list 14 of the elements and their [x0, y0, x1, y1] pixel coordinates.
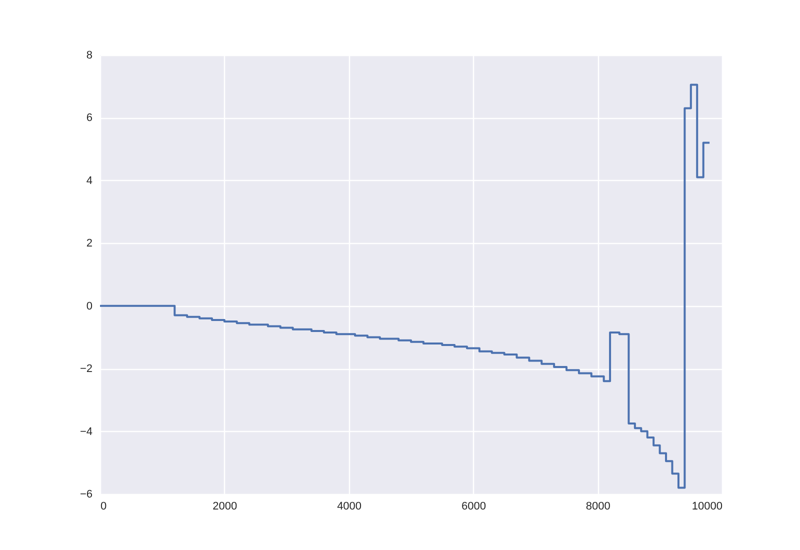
x-tick-label: 8000 [586, 500, 610, 512]
y-tick-label: −2 [80, 363, 92, 376]
x-tick-label: 6000 [461, 500, 486, 512]
x-tick-label: 10000 [692, 500, 722, 512]
x-tick-label: 4000 [337, 500, 362, 512]
x-tick-label: 0 [100, 500, 107, 512]
y-tick-label: 6 [86, 112, 92, 124]
y-tick-label: 2 [86, 238, 92, 250]
y-tick-label: −6 [80, 488, 92, 500]
y-tick-label: −4 [80, 426, 92, 438]
x-tick-label: 2000 [212, 500, 238, 512]
y-tick-label: 4 [86, 174, 92, 187]
y-tick-label: 8 [86, 50, 92, 62]
y-tick-label: 0 [86, 300, 92, 312]
